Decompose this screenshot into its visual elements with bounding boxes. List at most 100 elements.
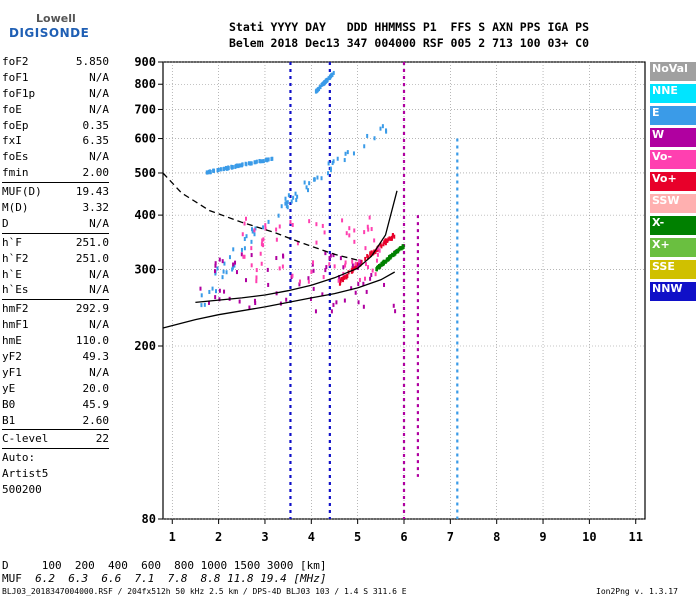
echo-point — [222, 166, 225, 171]
parameter-row: foEs N/A — [2, 149, 109, 165]
parameter-label: M(D) — [2, 201, 29, 215]
echo-point — [380, 244, 383, 249]
echo-point — [284, 201, 287, 206]
sidebar-separator — [2, 429, 109, 431]
echo-point — [381, 124, 384, 129]
echo-point — [379, 263, 382, 268]
parameter-sidebar: foF2 5.850 foF1 N/A foF1p N/A foE N/A foEp 0.35 fx… — [2, 54, 109, 498]
echo-point — [371, 268, 374, 273]
echo-point — [216, 266, 219, 271]
echo-point — [354, 290, 357, 295]
parameter-label: h`F2 — [2, 251, 29, 265]
echo-point — [296, 194, 299, 199]
parameter-label: h`E — [2, 267, 22, 281]
parameter-value: 2.60 — [82, 413, 110, 427]
digisonde-logo: Lowell DIGISONDE — [0, 0, 89, 52]
echo-point — [234, 260, 237, 265]
echo-point — [329, 253, 332, 258]
echo-point — [398, 246, 401, 251]
echo-point — [357, 282, 360, 287]
echo-point — [342, 278, 345, 283]
echo-point — [248, 305, 251, 310]
echo-point — [378, 248, 381, 253]
echo-point — [207, 169, 210, 174]
parameter-label: MUF(D) — [2, 185, 42, 199]
sidebar-separator — [2, 182, 109, 184]
echo-point — [322, 275, 325, 280]
footer-muf-label: MUF — [2, 572, 22, 585]
parameter-row: foE N/A — [2, 102, 109, 118]
parameter-row: foF1p N/A — [2, 86, 109, 102]
echo-point — [255, 279, 258, 284]
echo-point — [254, 160, 257, 165]
echo-point — [255, 268, 258, 273]
echo-point — [397, 247, 400, 252]
echo-point — [402, 244, 405, 249]
x-tick-label: 2 — [215, 530, 222, 544]
legend-entry: NNE — [650, 84, 696, 103]
parameter-value: 251.0 — [75, 235, 109, 249]
parameter-value: 6.35 — [82, 134, 110, 148]
echo-point — [327, 171, 330, 176]
parameter-row: B0 45.9 — [2, 397, 109, 413]
echo-point — [391, 233, 394, 238]
echo-point — [315, 88, 318, 93]
echo-point — [358, 259, 361, 264]
echo-point — [364, 256, 367, 261]
echo-point — [324, 251, 327, 256]
echo-point — [275, 227, 278, 232]
parameter-label: foF1 — [2, 70, 29, 84]
echo-point — [345, 274, 348, 279]
echo-point — [336, 156, 339, 161]
echo-point — [350, 286, 353, 291]
echo-point — [225, 270, 228, 275]
echo-point — [247, 161, 250, 166]
parameter-label: hmF1 — [2, 318, 29, 332]
echo-point — [214, 295, 217, 300]
legend-entry: SSW — [650, 194, 696, 213]
echo-point — [305, 185, 308, 190]
parameter-label: fmin — [2, 166, 29, 180]
echo-point — [267, 282, 270, 287]
echo-point — [243, 236, 246, 241]
echo-point — [339, 256, 342, 261]
parameter-row: Auto: — [2, 450, 109, 466]
echo-point — [211, 286, 214, 291]
parameter-row: D N/A — [2, 216, 109, 232]
footer-distance-line: D 100 200 400 600 800 1000 1500 3000 [km… — [2, 559, 327, 572]
echo-point — [394, 309, 397, 314]
echo-point — [333, 264, 336, 269]
echo-point — [244, 216, 247, 221]
echo-point — [214, 263, 217, 268]
echo-point — [375, 258, 378, 263]
echo-point — [369, 276, 372, 281]
parameter-value: N/A — [89, 150, 109, 164]
echo-point — [282, 253, 285, 258]
parameter-row: fmin 2.00 — [2, 165, 109, 181]
echo-point — [243, 246, 246, 251]
legend-entry: Vo+ — [650, 172, 696, 191]
echo-point — [223, 261, 226, 266]
parameter-label: D — [2, 216, 9, 230]
echo-point — [351, 269, 354, 274]
echo-point — [289, 220, 292, 225]
parameter-row: B1 2.60 — [2, 413, 109, 429]
footer-muf-line: MUF 6.2 6.3 6.6 7.1 7.8 8.8 11.8 19.4 [M… — [2, 572, 327, 585]
x-tick-label: 8 — [493, 530, 500, 544]
parameter-row: fxI 6.35 — [2, 133, 109, 149]
echo-point — [294, 191, 297, 196]
echo-point — [228, 255, 231, 260]
parameter-row: C-level 22 — [2, 431, 109, 447]
echo-point — [253, 298, 256, 303]
echo-point — [309, 297, 312, 302]
echo-point — [315, 222, 318, 227]
echo-point — [370, 250, 373, 255]
echo-point — [298, 282, 301, 287]
echo-point — [208, 289, 211, 294]
legend-entry: W — [650, 128, 696, 147]
echo-point — [266, 267, 269, 272]
echo-point — [241, 163, 244, 168]
echo-point — [290, 199, 293, 204]
echo-point — [278, 266, 281, 271]
